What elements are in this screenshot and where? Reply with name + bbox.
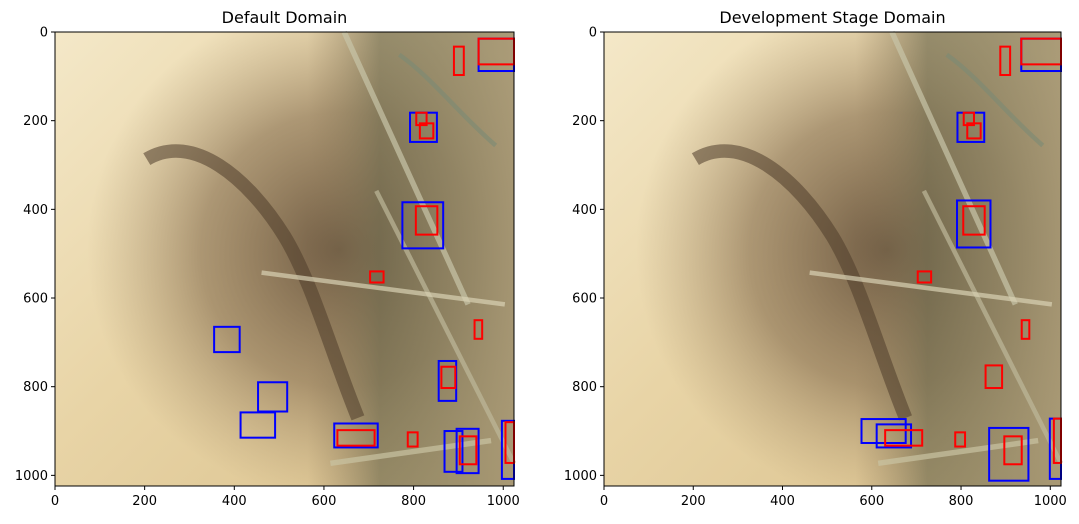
chart-panel-2: Development Stage Domain 0 200 400 600 800 100… xyxy=(564,8,1067,509)
red-bounding-box xyxy=(984,364,1004,390)
red-bounding-box xyxy=(999,45,1012,77)
y-tick-label: 0 xyxy=(40,26,48,41)
y-tick-label: 1000 xyxy=(15,469,48,484)
x-tick-label: 800 xyxy=(401,494,426,509)
blue-bounding-box xyxy=(875,423,913,449)
x-tick-label: 400 xyxy=(770,494,795,509)
x-tick-label: 400 xyxy=(222,494,247,509)
blue-bounding-box xyxy=(455,427,480,475)
x-tick-label: 200 xyxy=(132,494,157,509)
red-bounding-box xyxy=(415,111,428,127)
y-tick-label: 200 xyxy=(23,114,48,129)
blue-bounding-box xyxy=(443,430,464,473)
blue-bounding-box xyxy=(956,199,992,249)
red-bounding-box xyxy=(916,270,933,284)
red-bounding-box xyxy=(414,205,439,236)
photo-background xyxy=(55,32,514,486)
y-tick-label: 800 xyxy=(572,380,597,395)
x-tick-label: 0 xyxy=(51,494,59,509)
red-bounding-box xyxy=(440,365,457,390)
red-bounding-box xyxy=(966,122,982,140)
red-bounding-box xyxy=(962,205,986,236)
y-tick-label: 600 xyxy=(23,292,48,307)
red-bounding-box xyxy=(369,270,385,284)
red-bounding-box xyxy=(458,435,478,466)
blue-bounding-box xyxy=(333,422,379,449)
red-bounding-box xyxy=(1020,319,1031,340)
red-bounding-box xyxy=(336,429,376,447)
x-tick-label: 0 xyxy=(600,494,608,509)
red-bounding-box xyxy=(1003,435,1023,466)
blue-bounding-box xyxy=(401,201,445,250)
axes-frame xyxy=(603,31,1062,487)
x-tick-label: 200 xyxy=(681,494,706,509)
red-bounding-box xyxy=(418,122,435,140)
red-bounding-box xyxy=(473,319,484,340)
y-tick-label: 1000 xyxy=(564,469,597,484)
y-tick-label: 400 xyxy=(572,203,597,218)
x-tick-label: 1000 xyxy=(487,494,520,509)
chart-title: Default Domain xyxy=(222,8,348,27)
x-tick-label: 600 xyxy=(312,494,337,509)
y-tick-label: 800 xyxy=(23,380,48,395)
red-bounding-box xyxy=(962,111,975,127)
y-tick-label: 0 xyxy=(589,26,597,41)
y-tick-label: 200 xyxy=(572,114,597,129)
axes-frame xyxy=(54,31,515,487)
y-tick-label: 600 xyxy=(572,292,597,307)
blue-bounding-box xyxy=(988,426,1030,482)
red-bounding-box xyxy=(954,431,967,448)
x-tick-label: 1000 xyxy=(1034,494,1067,509)
red-bounding-box xyxy=(452,45,465,77)
y-tick-label: 400 xyxy=(23,203,48,218)
photo-background xyxy=(604,32,1061,486)
red-bounding-box xyxy=(406,431,419,448)
red-bounding-box xyxy=(884,429,924,447)
chart-title: Development Stage Domain xyxy=(719,8,945,27)
blue-bounding-box xyxy=(213,325,241,354)
blue-bounding-box xyxy=(239,411,277,439)
x-tick-label: 600 xyxy=(859,494,884,509)
x-tick-label: 800 xyxy=(949,494,974,509)
